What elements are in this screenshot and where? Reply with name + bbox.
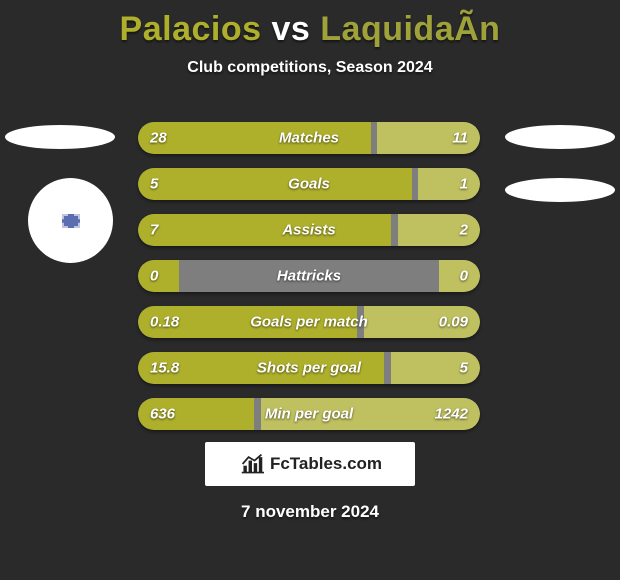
stat-val-left: 15.8 [150, 360, 179, 377]
stat-val-right: 11 [452, 130, 468, 147]
player1-name: Palacios [120, 10, 262, 48]
stat-val-left: 0.18 [150, 314, 179, 331]
chart-icon [238, 452, 266, 476]
stats-bars: 28 11 Matches 5 1 Goals 7 2 Assists 0 0 Hattricks 0.… [138, 122, 480, 444]
stat-row: 0.18 0.09 Goals per match [138, 306, 480, 338]
stat-label: Matches [279, 130, 339, 147]
logo-text: FcTables.com [270, 454, 382, 474]
player2-name: LaquidaÃ­n [320, 10, 500, 48]
decor-ellipse-right-1 [505, 125, 615, 149]
stat-val-right: 2 [460, 222, 468, 239]
stat-val-right: 0.09 [439, 314, 468, 331]
stat-val-right: 1242 [435, 406, 468, 423]
decor-circle [28, 178, 113, 263]
stat-seg-left [138, 168, 412, 200]
stat-row: 636 1242 Min per goal [138, 398, 480, 430]
stat-label: Hattricks [277, 268, 341, 285]
stat-label: Min per goal [265, 406, 353, 423]
stat-val-left: 28 [150, 130, 167, 147]
decor-ellipse-left [5, 125, 115, 149]
stat-val-left: 7 [150, 222, 158, 239]
stat-val-right: 5 [460, 360, 468, 377]
stat-label: Goals per match [250, 314, 368, 331]
stat-val-left: 5 [150, 176, 158, 193]
decor-ellipse-right-2 [505, 178, 615, 202]
stat-seg-left [138, 214, 391, 246]
stat-seg-left [138, 260, 179, 292]
subtitle: Club competitions, Season 2024 [0, 59, 620, 77]
stat-val-right: 0 [460, 268, 468, 285]
stat-label: Shots per goal [257, 360, 361, 377]
stat-val-left: 0 [150, 268, 158, 285]
stat-seg-right [418, 168, 480, 200]
vs-separator: vs [271, 10, 310, 48]
stat-row: 15.8 5 Shots per goal [138, 352, 480, 384]
stat-row: 5 1 Goals [138, 168, 480, 200]
stat-label: Goals [288, 176, 330, 193]
placeholder-icon [62, 214, 80, 228]
logo-box: FcTables.com [205, 442, 415, 486]
stat-val-left: 636 [150, 406, 175, 423]
stat-row: 0 0 Hattricks [138, 260, 480, 292]
stat-row: 28 11 Matches [138, 122, 480, 154]
stat-row: 7 2 Assists [138, 214, 480, 246]
stat-val-right: 1 [460, 176, 468, 193]
stat-label: Assists [282, 222, 335, 239]
page-title: Palacios vs LaquidaÃ­n [0, 0, 620, 49]
date-label: 7 november 2024 [241, 502, 379, 522]
